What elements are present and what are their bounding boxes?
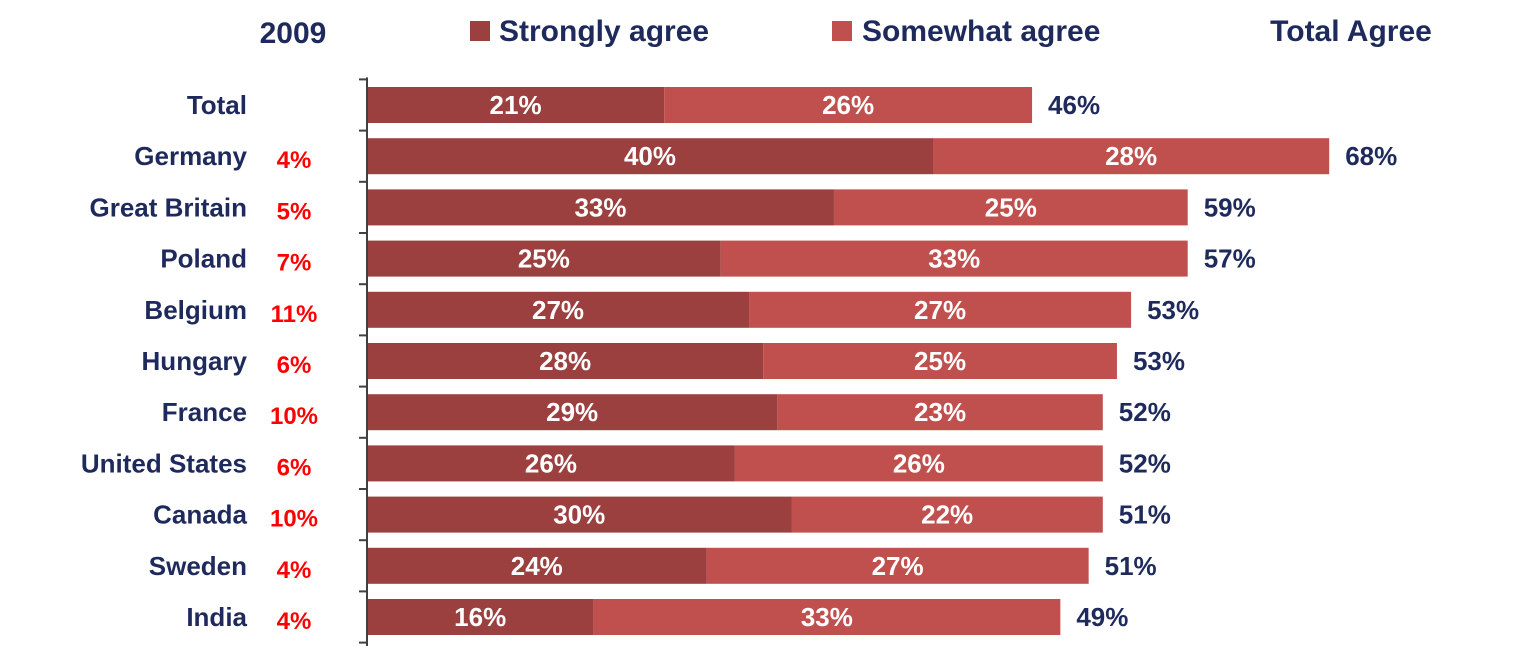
category-label-france: France	[162, 397, 247, 427]
data-label-somewhat-agree-hungary: 25%	[914, 346, 966, 376]
data-label-strongly-agree-germany: 40%	[624, 141, 676, 171]
data-label-strongly-agree-great-britain: 33%	[574, 192, 626, 222]
bar-somewhat-agree-poland	[720, 240, 1188, 277]
bar-somewhat-agree-sweden	[706, 547, 1089, 584]
bar-strongly-agree-united-states	[367, 445, 735, 482]
bar-somewhat-agree-united-states	[734, 445, 1103, 482]
category-label-united-states: United States	[81, 448, 247, 478]
category-label-germany: Germany	[134, 141, 247, 171]
side-value-india: 4%	[277, 608, 312, 635]
year-label: 2009	[260, 17, 327, 50]
category-label-great-britain: Great Britain	[90, 192, 248, 222]
total-label-india: 49%	[1076, 602, 1128, 632]
side-value-france: 10%	[270, 403, 318, 430]
bar-strongly-agree-india	[367, 599, 594, 635]
side-value-canada: 10%	[270, 506, 318, 533]
bar-somewhat-agree-belgium	[749, 291, 1132, 328]
total-label-great-britain: 59%	[1204, 192, 1256, 222]
legend-label-strongly-agree: Strongly agree	[499, 15, 709, 48]
total-label-france: 52%	[1119, 397, 1171, 427]
side-value-belgium: 11%	[271, 301, 318, 328]
bar-strongly-agree-belgium	[367, 291, 750, 328]
total-label-germany: 68%	[1345, 141, 1397, 171]
side-value-germany: 4%	[277, 147, 312, 174]
data-label-strongly-agree-united-states: 26%	[525, 448, 577, 478]
bar-somewhat-agree-great-britain	[833, 189, 1188, 226]
legend: Strongly agree Somewhat agree	[470, 15, 1100, 48]
bar-somewhat-agree-india	[593, 599, 1061, 635]
total-label-hungary: 53%	[1133, 346, 1185, 376]
category-label-hungary: Hungary	[142, 346, 248, 376]
data-label-strongly-agree-poland: 25%	[518, 244, 570, 274]
data-label-strongly-agree-india: 16%	[454, 602, 506, 632]
plot-area: Total 21% 26% 46% Germany 4% 40% 28% 68% Great Br…	[81, 77, 1397, 646]
data-label-somewhat-agree-india: 33%	[801, 602, 853, 632]
data-label-somewhat-agree-belgium: 27%	[914, 295, 966, 325]
data-label-somewhat-agree-germany: 28%	[1105, 141, 1157, 171]
category-label-canada: Canada	[153, 500, 247, 530]
category-label-india: India	[186, 602, 247, 632]
total-label-canada: 51%	[1119, 500, 1171, 530]
bar-strongly-agree-canada	[367, 496, 792, 533]
side-value-great-britain: 5%	[277, 198, 312, 225]
legend-label-somewhat-agree: Somewhat agree	[862, 15, 1100, 48]
bar-somewhat-agree-germany	[933, 138, 1330, 175]
category-label-sweden: Sweden	[149, 551, 247, 581]
side-value-poland: 7%	[277, 250, 312, 277]
bar-somewhat-agree-canada	[791, 496, 1103, 533]
bar-strongly-agree-sweden	[367, 547, 707, 584]
bar-somewhat-agree-hungary	[763, 343, 1117, 379]
category-label-total: Total	[187, 90, 247, 120]
bar-strongly-agree-germany	[367, 138, 933, 175]
side-value-sweden: 4%	[277, 557, 312, 584]
total-label-total: 46%	[1048, 90, 1100, 120]
category-label-belgium: Belgium	[144, 295, 247, 325]
total-agree-header: Total Agree	[1270, 15, 1432, 48]
data-label-strongly-agree-hungary: 28%	[539, 346, 591, 376]
side-value-united-states: 6%	[277, 454, 312, 481]
data-label-somewhat-agree-total: 26%	[822, 90, 874, 120]
data-label-strongly-agree-sweden: 24%	[511, 551, 563, 581]
data-label-somewhat-agree-great-britain: 25%	[985, 192, 1037, 222]
total-label-belgium: 53%	[1147, 295, 1199, 325]
bar-strongly-agree-hungary	[367, 343, 764, 379]
data-label-somewhat-agree-france: 23%	[914, 397, 966, 427]
bar-strongly-agree-france	[367, 394, 778, 431]
total-label-poland: 57%	[1204, 244, 1256, 274]
data-label-strongly-agree-canada: 30%	[553, 500, 605, 530]
bar-strongly-agree-total	[367, 87, 665, 123]
data-label-strongly-agree-total: 21%	[490, 90, 542, 120]
data-label-somewhat-agree-canada: 22%	[921, 500, 973, 530]
legend-swatch-somewhat-agree	[832, 21, 852, 41]
category-label-poland: Poland	[160, 244, 247, 274]
data-label-strongly-agree-france: 29%	[546, 397, 598, 427]
data-label-strongly-agree-belgium: 27%	[532, 295, 584, 325]
bar-somewhat-agree-france	[777, 394, 1103, 431]
bar-strongly-agree-great-britain	[367, 189, 834, 226]
bar-somewhat-agree-total	[664, 87, 1033, 123]
total-label-sweden: 51%	[1105, 551, 1157, 581]
data-label-somewhat-agree-united-states: 26%	[893, 448, 945, 478]
data-label-somewhat-agree-sweden: 27%	[872, 551, 924, 581]
data-label-somewhat-agree-poland: 33%	[928, 244, 980, 274]
legend-swatch-strongly-agree	[470, 21, 490, 41]
total-label-united-states: 52%	[1119, 448, 1171, 478]
bar-strongly-agree-poland	[367, 240, 721, 277]
side-value-hungary: 6%	[277, 352, 312, 379]
